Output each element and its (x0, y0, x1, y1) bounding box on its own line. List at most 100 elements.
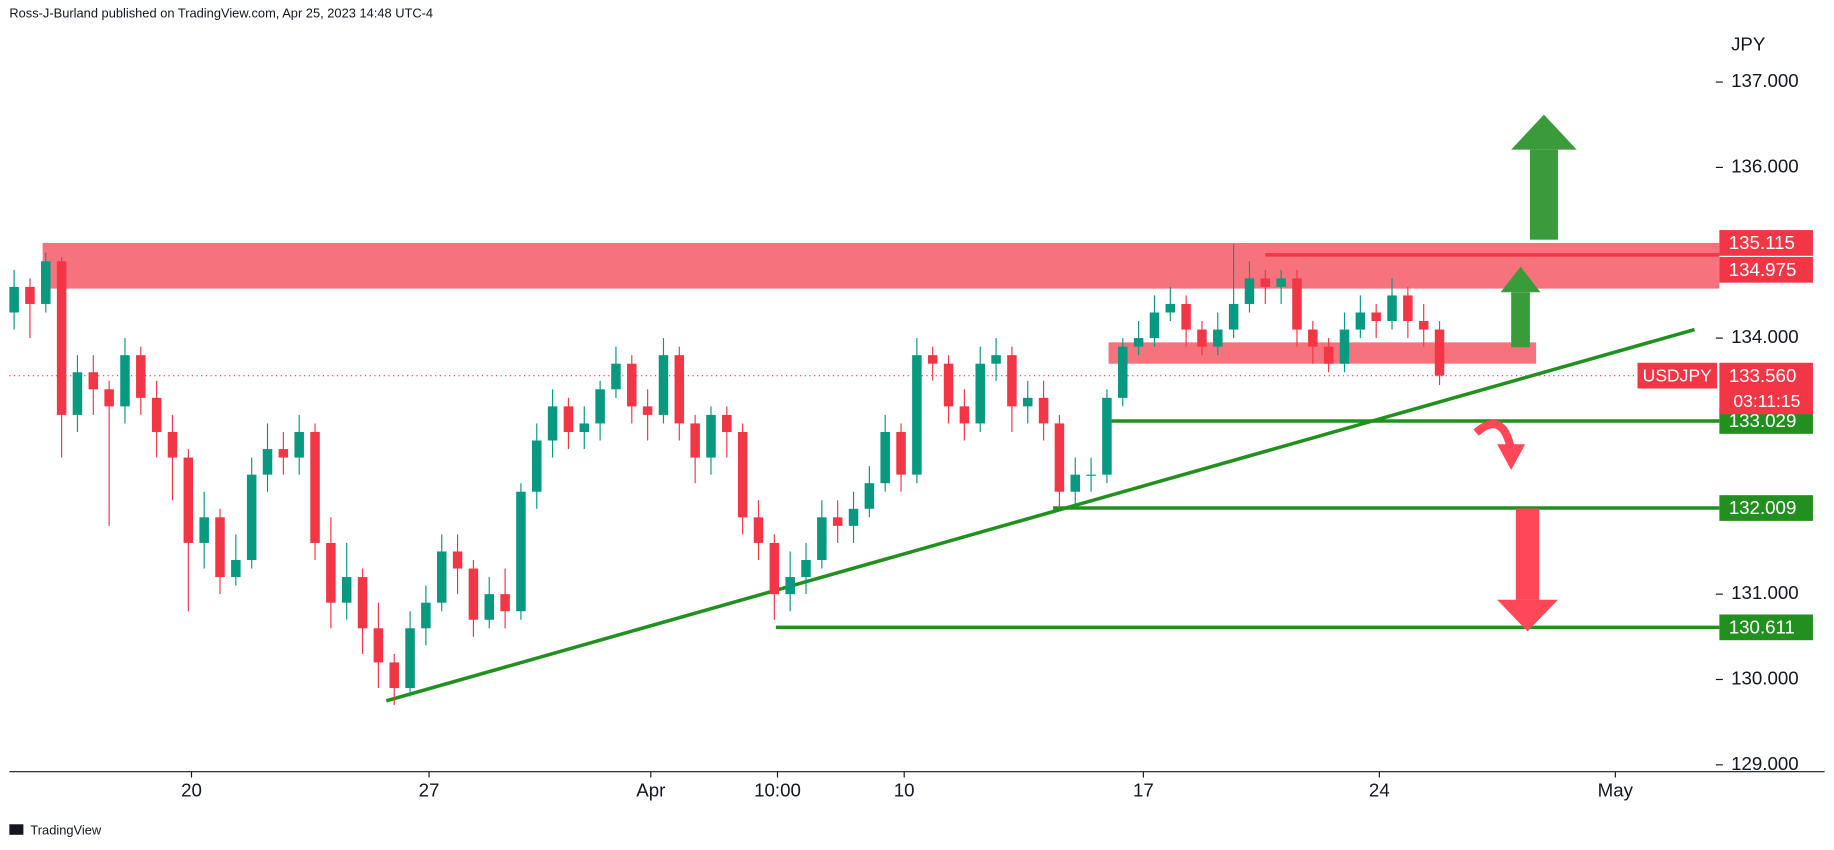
level-badge (1719, 256, 1813, 283)
x-tick-label: 10:00 (754, 779, 801, 800)
x-tick-label: 24 (1369, 779, 1390, 800)
candle-body (373, 628, 384, 663)
logo-mark (9, 824, 24, 835)
candle-body (832, 517, 843, 526)
level-badge (1719, 495, 1813, 521)
candle-body (1434, 329, 1445, 376)
level-badge-label: 134.975 (1729, 259, 1797, 280)
candle-body (785, 577, 795, 595)
candle-body (1165, 303, 1176, 313)
candle-body (1038, 397, 1049, 424)
x-tick-label: May (1598, 779, 1634, 800)
symbol-name: USDJPY (1643, 365, 1712, 385)
candle-body (722, 414, 732, 432)
symbol-badge (1637, 362, 1718, 389)
candle-body (1244, 278, 1255, 304)
candle-body (1102, 397, 1112, 475)
candle-body (25, 286, 35, 304)
candle-body (1418, 321, 1429, 330)
candle-body (421, 602, 431, 629)
candle-body (357, 577, 368, 629)
arrow-down-shaft (1515, 508, 1540, 600)
y-tick-label: 130.000 (1731, 667, 1799, 688)
candle-body (88, 372, 99, 390)
candle-body (1323, 346, 1334, 364)
publisher-note: Ross-J-Burland published on TradingView.… (9, 5, 433, 20)
candle-body (1070, 474, 1081, 492)
candle-body (1339, 329, 1350, 364)
layer-labels: 129.000 130.000 131.000 134.000 136.000 137.0… (181, 70, 1813, 800)
candle-body (310, 431, 320, 543)
candle-body (1260, 278, 1271, 287)
candle-body (959, 406, 970, 424)
candle-body (468, 568, 479, 620)
level-badge (1719, 614, 1813, 641)
candle-body (1213, 329, 1223, 347)
candle-body (1118, 346, 1128, 398)
candle-body (927, 355, 938, 364)
candle-body (674, 355, 685, 424)
candle-body (9, 286, 19, 313)
layer-lines (9, 81, 1723, 778)
candle-body (341, 577, 352, 603)
candle-body (737, 431, 748, 518)
candle-body (690, 423, 700, 458)
trendline (385, 327, 1696, 703)
candle-body (943, 363, 954, 407)
candle-body (389, 662, 399, 689)
level-badge-label: 132.009 (1729, 497, 1797, 518)
candle-body (199, 517, 209, 543)
candle-body (1371, 312, 1381, 322)
layer-candles (9, 244, 1445, 706)
candle-body (801, 560, 811, 578)
candle-body (1022, 397, 1033, 407)
candle-body (658, 355, 669, 415)
candle-body (595, 389, 605, 424)
candle-body (262, 449, 273, 475)
x-tick-label: 10 (894, 779, 915, 800)
arrow-up-small-head (1500, 266, 1541, 293)
candle-body (1403, 295, 1413, 322)
arrow-up-large-head (1511, 114, 1577, 150)
level-badge-label: 130.611 (1729, 616, 1795, 637)
candle-body (215, 517, 225, 578)
candle-body (500, 594, 510, 612)
candle-body (1292, 278, 1302, 330)
arrows (1473, 114, 1577, 632)
arrow-up-large-shaft (1529, 149, 1558, 240)
candle-body (769, 542, 780, 595)
candle-body (326, 542, 336, 603)
candle-body (1308, 329, 1318, 347)
currency-label: JPY (1731, 34, 1766, 55)
y-tick-label: 136.000 (1731, 155, 1799, 176)
candle-body (41, 261, 51, 304)
x-tick-label: 20 (181, 779, 202, 800)
level-badge (1719, 230, 1813, 256)
candle-body (532, 440, 542, 492)
candle-body (1387, 295, 1397, 322)
arrow-curved (1473, 420, 1516, 452)
candle-body (231, 560, 241, 578)
zone (1108, 342, 1537, 364)
x-tick-label: 27 (419, 779, 440, 800)
candle-body (817, 517, 827, 561)
candle-body (120, 355, 130, 407)
candle-body (611, 363, 621, 390)
candle-body (642, 406, 653, 415)
candle-body (1086, 474, 1096, 476)
candle-body (516, 491, 526, 612)
candle-body (753, 517, 764, 543)
candle-body (136, 355, 146, 398)
candle-body (864, 483, 875, 509)
candle-body (547, 406, 558, 441)
candle-body (436, 551, 447, 603)
candle-body (1228, 303, 1239, 330)
candle-body (246, 474, 257, 561)
candle-body (1181, 303, 1191, 330)
level-badge-label: 135.115 (1729, 232, 1795, 253)
level-badge-label: 133.029 (1729, 410, 1797, 431)
countdown-label: 03:11:15 (1733, 391, 1800, 411)
last-price-badge (1719, 362, 1813, 415)
candle-body (1197, 329, 1207, 347)
